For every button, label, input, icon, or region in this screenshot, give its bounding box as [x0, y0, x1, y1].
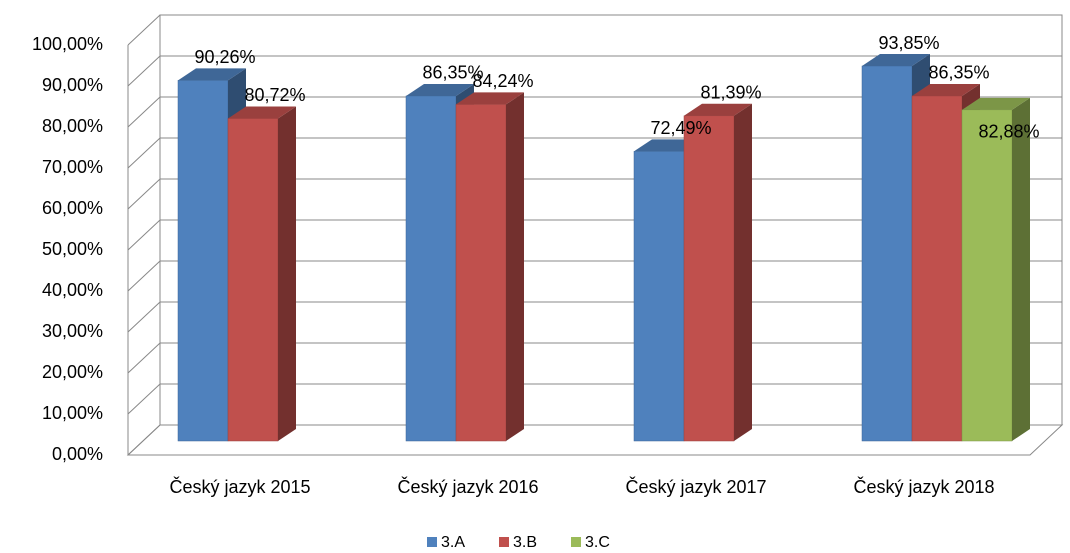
grid-line: [127, 301, 1062, 333]
bar-top: [962, 97, 1030, 110]
x-tick-label: Český jazyk 2016: [397, 476, 538, 497]
y-tick-label: 10,00%: [42, 403, 103, 423]
bar: [861, 65, 913, 442]
bar-top: [912, 83, 980, 96]
bar-top: [178, 68, 246, 81]
grid-line: [127, 14, 1062, 46]
bar-top: [456, 92, 524, 105]
grid-line: [127, 96, 1062, 128]
y-tick-label: 60,00%: [42, 198, 103, 218]
y-tick-label: 100,00%: [32, 34, 103, 54]
y-tick-label: 90,00%: [42, 75, 103, 95]
bar-top: [862, 54, 930, 66]
bar-top: [228, 106, 296, 119]
bar-side: [278, 106, 296, 441]
legend-label: 3.C: [585, 534, 610, 551]
legend-label: 3.A: [441, 534, 465, 551]
y-tick-label: 0,00%: [52, 444, 103, 464]
data-label: 72,49%: [650, 118, 711, 138]
bar: [961, 109, 1013, 442]
grid-line: [127, 55, 1062, 87]
data-label: 84,24%: [472, 71, 533, 91]
bar: [227, 118, 279, 442]
y-tick-label: 80,00%: [42, 116, 103, 136]
data-label: 90,26%: [194, 47, 255, 67]
grid-line: [127, 424, 1062, 456]
data-label: 86,35%: [422, 63, 483, 83]
y-tick-label: 30,00%: [42, 321, 103, 341]
bar: [455, 104, 507, 442]
data-label: 81,39%: [700, 83, 761, 103]
y-tick-label: 70,00%: [42, 157, 103, 177]
x-tick-label: Český jazyk 2015: [169, 476, 310, 497]
grid-line: [127, 178, 1062, 210]
bar-top: [684, 103, 752, 116]
data-label: 86,35%: [928, 63, 989, 83]
bar-side: [506, 92, 524, 441]
data-label: 82,88%: [978, 122, 1039, 142]
y-tick-label: 20,00%: [42, 362, 103, 382]
y-tick-label: 50,00%: [42, 239, 103, 259]
data-label: 80,72%: [244, 85, 305, 105]
grid-line: [127, 342, 1062, 374]
x-tick-label: Český jazyk 2017: [625, 476, 766, 497]
legend-label: 3.B: [513, 534, 537, 551]
legend-swatch: [427, 537, 437, 547]
grid-line: [127, 383, 1062, 415]
bar: [633, 151, 685, 442]
y-tick-label: 40,00%: [42, 280, 103, 300]
legend-swatch: [499, 537, 509, 547]
bar-side: [1012, 97, 1030, 441]
x-tick-label: Český jazyk 2018: [853, 476, 994, 497]
bar: [683, 115, 735, 442]
bar: [177, 80, 229, 442]
bar: [405, 95, 457, 442]
grid-line: [127, 137, 1062, 169]
bar-top: [406, 83, 474, 96]
grid-line: [127, 219, 1062, 251]
legend-swatch: [571, 537, 581, 547]
grid-line: [127, 260, 1062, 292]
data-label: 93,85%: [878, 33, 939, 53]
bar: [911, 95, 963, 442]
bar-side: [734, 103, 752, 441]
